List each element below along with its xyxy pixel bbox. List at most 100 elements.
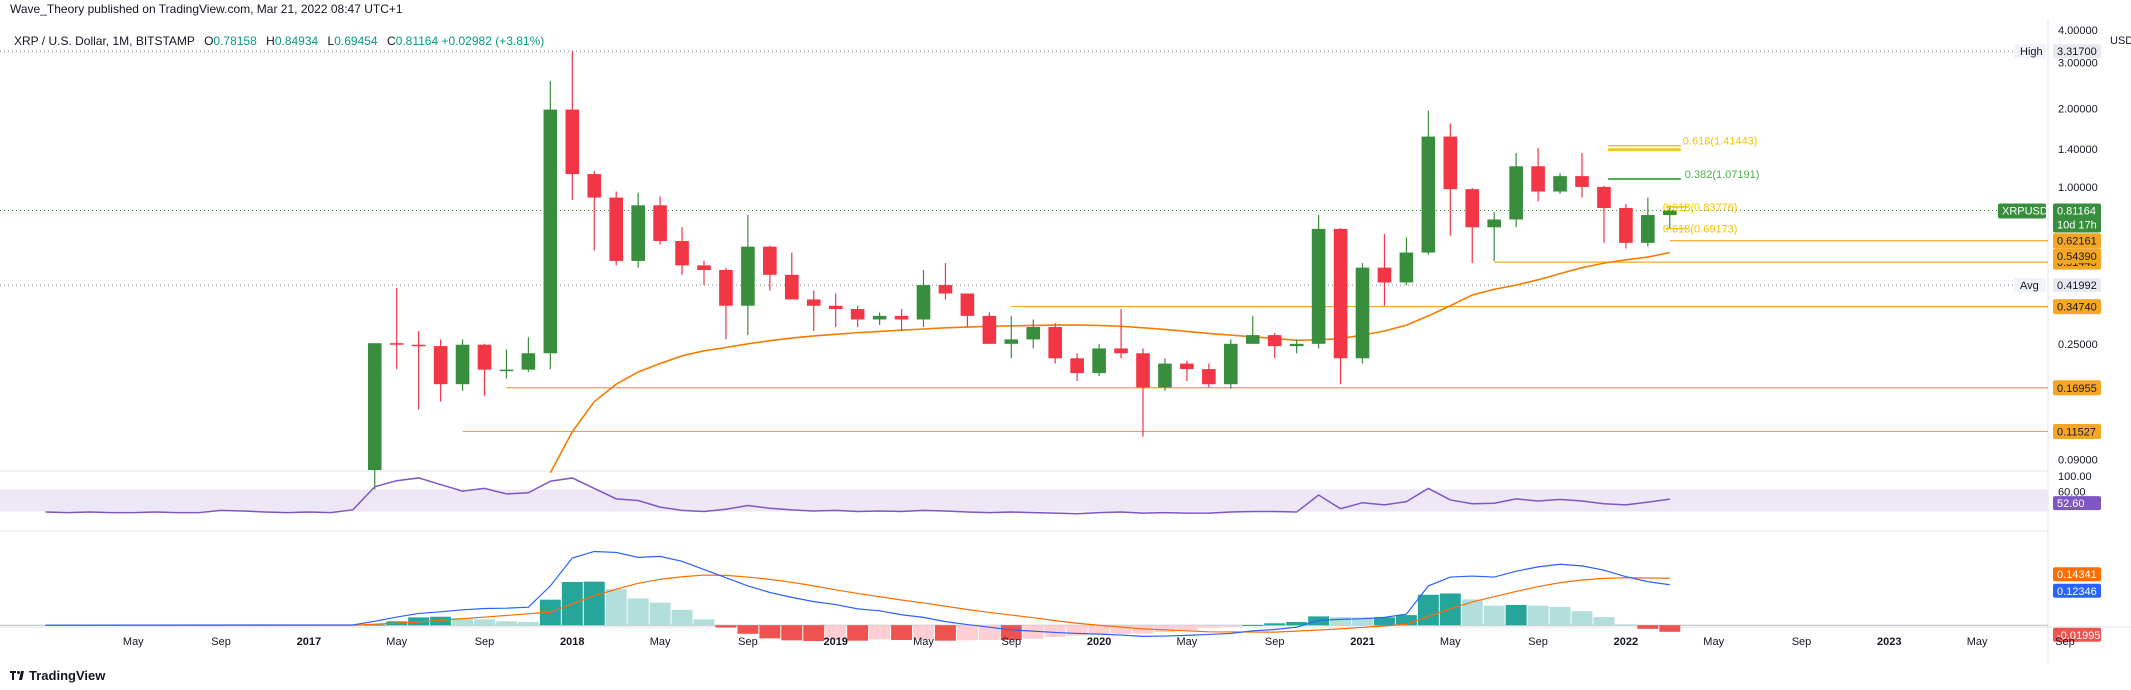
candle <box>806 290 821 331</box>
candle <box>1136 348 1150 437</box>
tradingview-brand: TradingView <box>29 668 106 683</box>
macd-histogram-bar <box>737 625 759 634</box>
time-axis-label: Sep <box>1792 636 1812 648</box>
macd-histogram-bar <box>1264 623 1286 626</box>
high-price-badge-text: 3.31700 <box>2057 46 2097 58</box>
candle <box>477 343 492 396</box>
macd-histogram-bar <box>1176 625 1198 631</box>
candle-body <box>1092 348 1106 374</box>
macd-histogram-bar <box>715 625 737 628</box>
macd-histogram-bar <box>1615 624 1637 626</box>
price-tag-text: High <box>2020 46 2043 58</box>
candle <box>1597 185 1611 243</box>
macd-histogram-bar <box>408 617 430 626</box>
rsi-top-label: 100.00 <box>2058 471 2092 483</box>
macd-histogram-bar <box>1198 625 1220 628</box>
symbol-title[interactable]: XRP / U.S. Dollar, 1M, BITSTAMP <box>14 34 195 48</box>
candle-body <box>1377 267 1392 283</box>
level-price-badge-bg <box>2053 248 2101 264</box>
macd-histogram-bar <box>1637 625 1659 629</box>
high-label: H <box>266 34 275 48</box>
time-axis-label: 2022 <box>1614 636 1638 648</box>
price-tick-label: 3.00000 <box>2058 58 2098 70</box>
time-axis-label: Sep <box>2055 636 2075 648</box>
macd-value-badge-bg <box>2053 583 2101 598</box>
price-tag-bg <box>2014 44 2046 59</box>
candle <box>1619 203 1633 249</box>
candle <box>828 293 843 328</box>
time-axis-label: 2017 <box>297 636 321 648</box>
candle <box>1004 315 1019 359</box>
candle <box>1575 152 1589 198</box>
macd-histogram-bar <box>1330 617 1352 626</box>
time-axis-label: Sep <box>1002 636 1022 648</box>
tradingview-footer[interactable]: TradingView <box>10 668 105 683</box>
price-tick-label: 2.00000 <box>2058 103 2098 115</box>
time-axis-label: 2020 <box>1087 636 1111 648</box>
level-price-badge: 0.11527 <box>2053 423 2101 439</box>
last-price-badge-bg <box>2053 203 2101 233</box>
candle <box>1377 233 1392 306</box>
candle-body <box>477 344 492 370</box>
symbol-legend: XRP / U.S. Dollar, 1M, BITSTAMP O0.78158… <box>14 34 544 48</box>
macd-histogram-bar <box>825 625 847 640</box>
candle <box>631 192 645 268</box>
moving-average-line <box>549 251 1670 474</box>
candle-body <box>1070 358 1084 374</box>
candle-body <box>938 285 953 294</box>
candle <box>675 227 689 275</box>
candle <box>784 252 799 300</box>
fib-level-label: 0.618(0.69173) <box>1663 224 1738 236</box>
price-axis-unit: USD <box>2110 35 2131 47</box>
candle-body <box>565 109 580 175</box>
macd-histogram-bar <box>1483 605 1505 626</box>
macd-histogram-bar <box>1461 599 1483 626</box>
candle <box>916 269 931 328</box>
level-price-badge-bg <box>2053 299 2101 315</box>
candle-body <box>1553 176 1567 192</box>
symbol-badge-text: XRPUSD <box>2002 206 2048 218</box>
candle <box>1026 319 1041 349</box>
candle-body <box>1180 363 1194 370</box>
chart-canvas[interactable]: 0.618(1.41443) 0.382(1.07191) 0.618(0.8377… <box>0 0 2131 665</box>
macd-histogram-bar <box>495 621 517 626</box>
rsi-band <box>0 489 2048 512</box>
candle <box>455 339 470 391</box>
candle <box>1289 339 1304 354</box>
fib-level-label: 0.618(1.41443) <box>1683 136 1758 148</box>
avg-price-badge: 0.41992 <box>2053 278 2101 293</box>
candle <box>411 330 426 410</box>
macd-signal-badge: 0.14341 <box>2053 567 2101 582</box>
macd-value-badge: 0.12346 <box>2053 583 2101 598</box>
candle <box>653 196 667 245</box>
macd-histogram-bar <box>474 619 495 626</box>
candle-body <box>1311 228 1326 344</box>
candle <box>1553 173 1567 194</box>
candle-body <box>1136 353 1150 388</box>
macd-histogram-bar <box>1022 625 1044 639</box>
candle-body <box>1202 369 1216 385</box>
time-axis-label: 2018 <box>560 636 584 648</box>
candle <box>1662 205 1677 229</box>
level-price-badge-bg <box>2053 380 2101 396</box>
macd-histogram-bar <box>1659 625 1681 632</box>
level-price-badge-bg <box>2053 423 2101 439</box>
macd-histogram-bar <box>1220 625 1242 627</box>
avg-price-badge-bg <box>2053 278 2101 293</box>
macd-histogram-bar <box>1044 625 1066 638</box>
rsi-line <box>45 477 1670 515</box>
time-axis-label: 2021 <box>1350 636 1374 648</box>
fib-level-label: 0.382(1.07191) <box>1685 169 1760 181</box>
candle-body <box>653 205 667 242</box>
time-axis-label: Sep <box>738 636 758 648</box>
price-tag: Avg <box>2014 278 2046 293</box>
candle <box>609 191 624 266</box>
candle-body <box>1223 343 1238 385</box>
macd-histogram-bar <box>759 625 781 639</box>
price-tick-label: 0.25000 <box>2058 339 2098 351</box>
candle-body <box>960 293 975 316</box>
macd-histogram-bar <box>913 625 934 640</box>
candle <box>521 337 536 372</box>
time-axis-label: May <box>123 636 144 648</box>
candle-body <box>872 315 887 320</box>
